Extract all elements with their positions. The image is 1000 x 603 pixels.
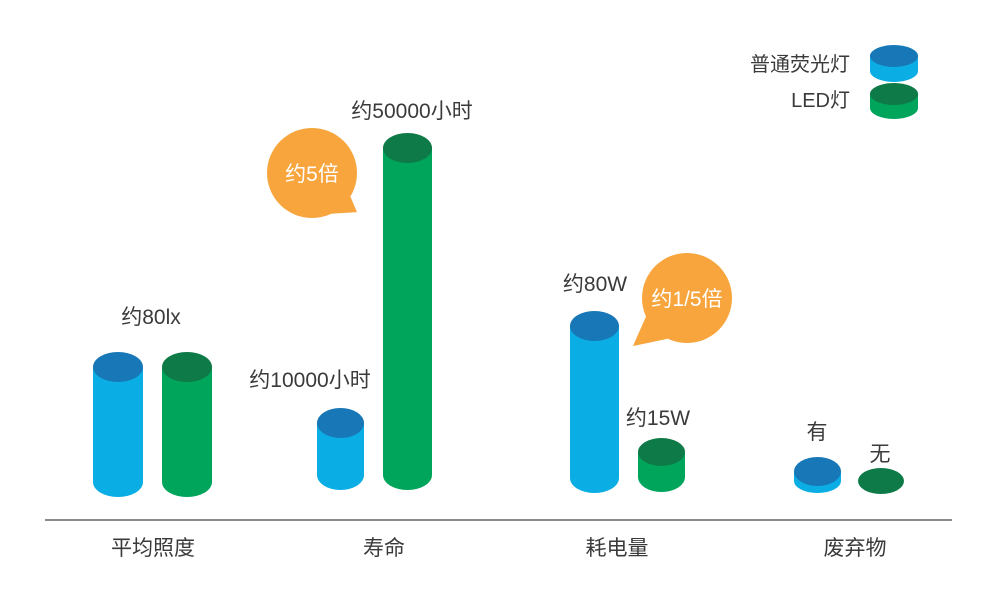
cylinder-body — [93, 367, 143, 497]
value-label-lifespan-fluorescent: 约10000小时 — [249, 369, 371, 392]
cylinder-top — [93, 352, 143, 382]
speech-bubble-lifespan: 约5倍 — [267, 128, 357, 218]
led-bar-waste — [858, 468, 904, 494]
category-label-waste: 废弃物 — [823, 537, 887, 560]
led-bar-lifespan — [383, 133, 432, 490]
cylinder-top — [870, 45, 918, 67]
legend-led-label: LED灯 — [791, 90, 850, 112]
value-label-waste-led: 无 — [869, 443, 891, 466]
cylinder-top — [870, 83, 918, 105]
legend-fluorescent-swatch-icon — [870, 45, 918, 82]
speech-bubble-power: 约1/5倍 — [642, 253, 732, 343]
cylinder-top — [317, 408, 364, 438]
x-axis-line — [45, 519, 952, 521]
speech-bubble-lifespan-text: 约5倍 — [285, 163, 339, 186]
value-label-lifespan-led: 约50000小时 — [351, 100, 473, 123]
category-label-illuminance: 平均照度 — [111, 537, 195, 560]
value-label-waste-fluorescent: 有 — [806, 421, 828, 444]
cylinder-top — [570, 311, 619, 341]
category-label-lifespan: 寿命 — [363, 537, 405, 560]
led-bar-power — [638, 438, 685, 492]
cylinder-top — [162, 352, 212, 382]
cylinder-top — [794, 457, 841, 486]
value-label-illuminance: 约80lx — [121, 306, 181, 329]
cylinder-top — [383, 133, 432, 163]
fluorescent-bar-illuminance — [93, 352, 143, 497]
fluorescent-bar-waste — [794, 457, 841, 493]
legend-fluorescent-label: 普通荧光灯 — [750, 54, 850, 76]
fluorescent-bar-lifespan — [317, 408, 364, 490]
cylinder-top — [638, 438, 685, 466]
cylinder-body — [570, 326, 619, 493]
category-label-power: 耗电量 — [585, 537, 649, 560]
cylinder-body — [162, 367, 212, 497]
value-label-power-fluorescent: 约80W — [562, 273, 628, 296]
fluorescent-bar-power — [570, 311, 619, 493]
cylinder-body — [383, 148, 432, 490]
led-bar-illuminance — [162, 352, 212, 497]
value-label-power-led: 约15W — [625, 407, 691, 430]
speech-bubble-power-text: 约1/5倍 — [651, 288, 723, 311]
legend-led-swatch-icon — [870, 83, 918, 119]
